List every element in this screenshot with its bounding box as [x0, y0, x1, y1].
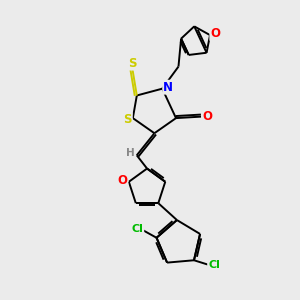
- Text: H: H: [126, 148, 135, 158]
- Text: O: O: [210, 27, 220, 40]
- Text: N: N: [163, 81, 173, 94]
- Text: S: S: [123, 113, 132, 126]
- Text: S: S: [128, 57, 137, 70]
- Text: O: O: [202, 110, 212, 123]
- Text: O: O: [117, 174, 128, 187]
- Text: Cl: Cl: [208, 260, 220, 270]
- Text: Cl: Cl: [131, 224, 143, 234]
